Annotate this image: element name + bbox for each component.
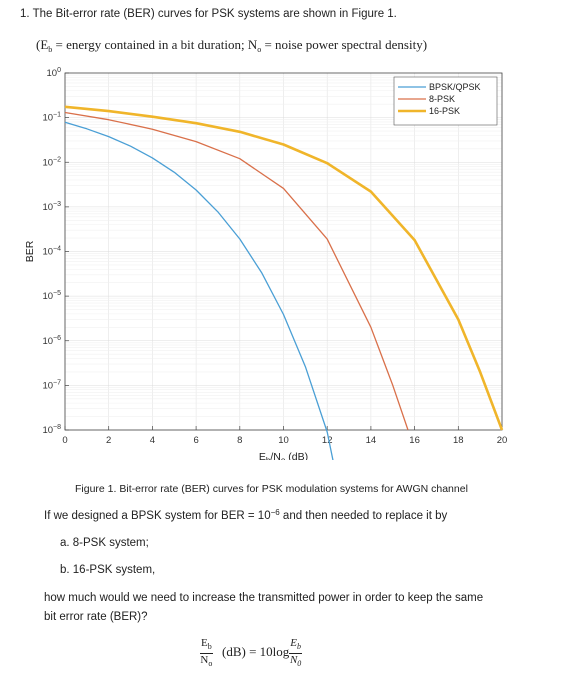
chart-series [64,105,504,460]
chart-grid [64,73,503,431]
x-tick-label: 0 [62,435,67,446]
formula-unit: (dB) = 10log [221,644,290,660]
y-tick-label: 10−5 [42,290,61,302]
y-tick-label: 10−6 [42,335,61,347]
option-a: a. 8-PSK system; [60,537,149,549]
y-tick-label: 10−8 [42,424,61,436]
x-tick-label: 2 [106,435,111,446]
y-tick-label: 10−7 [42,379,61,391]
y-tick-label: 10−4 [42,246,61,258]
legend-entry: 16-PSK [429,106,460,116]
x-tick-label: 4 [150,435,155,446]
option-b: b. 16-PSK system, [60,564,156,576]
x-tick-label: 10 [278,435,289,446]
definitions-line: (Eb = energy contained in a bit duration… [36,37,428,54]
x-tick-label: 6 [193,435,198,446]
y-tick-label: 100 [47,67,62,79]
y-axis-label: BER [24,240,36,262]
question-prompt: If we designed a BPSK system for BER = 1… [44,508,448,522]
x-tick-label: 14 [366,435,377,446]
x-tick-label: 8 [237,435,242,446]
formula-lhs-fraction: Eb No [200,637,213,668]
legend-entry: BPSK/QPSK [429,82,481,92]
x-tick-label: 16 [409,435,420,446]
y-tick-label: 10−1 [42,112,61,124]
db-formula: Eb No (dB) = 10log Eb N0 [200,637,302,670]
series-line-bpsk-qpsk [64,121,334,460]
chart-ticks: 0 2 4 6 8 10 12 14 16 18 20 100 10−1 10−2 10−3 10−4 10−5… [42,67,507,446]
legend-entry: 8-PSK [429,94,455,104]
x-tick-label: 12 [322,435,333,446]
question-intro: 1. The Bit-error rate (BER) curves for P… [20,8,397,20]
closing-line-2: bit error rate (BER)? [44,611,148,623]
question-number: 1. [20,8,30,20]
formula-rhs-fraction: Eb N0 [289,637,302,668]
series-line-8-psk [64,111,409,431]
series-line-16-psk [64,105,504,431]
y-tick-label: 10−3 [42,201,61,213]
closing-line-1: how much would we need to increase the t… [44,592,484,604]
ber-chart: 0 2 4 6 8 10 12 14 16 18 20 100 10−1 10−2 10−3 10−4 10−5… [24,67,507,460]
figure-caption: Figure 1. Bit-error rate (BER) curves fo… [75,483,468,495]
x-tick-label: 18 [453,435,464,446]
x-axis-label: Eb/No (dB) [259,451,308,460]
legend-box [393,76,498,126]
y-tick-label: 10−2 [42,156,61,168]
chart-legend: BPSK/QPSK 8-PSK 16-PSK [393,76,498,126]
question-intro-text: The Bit-error rate (BER) curves for PSK … [32,8,397,20]
x-tick-label: 20 [497,435,508,446]
